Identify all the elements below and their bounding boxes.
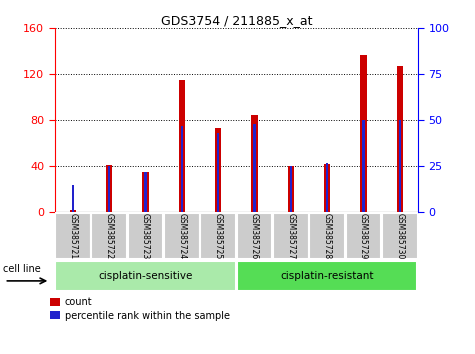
Bar [144,172,147,212]
Bar [180,126,183,212]
FancyBboxPatch shape [346,213,381,259]
FancyBboxPatch shape [55,213,91,259]
Text: GSM385725: GSM385725 [214,213,223,259]
Bar [397,66,403,212]
Text: GSM385721: GSM385721 [68,213,77,259]
Text: GSM385727: GSM385727 [286,213,295,259]
FancyBboxPatch shape [164,213,200,259]
Text: cell line: cell line [3,264,40,274]
Title: GDS3754 / 211885_x_at: GDS3754 / 211885_x_at [161,14,312,27]
Text: GSM385726: GSM385726 [250,213,259,259]
Bar [106,165,113,212]
FancyBboxPatch shape [91,213,127,259]
Text: cisplatin-resistant: cisplatin-resistant [280,271,374,281]
Text: GSM385730: GSM385730 [395,213,404,259]
Bar [324,164,331,212]
FancyBboxPatch shape [128,213,163,259]
Bar [251,115,258,212]
Text: cisplatin-sensitive: cisplatin-sensitive [98,271,193,281]
Legend: count, percentile rank within the sample: count, percentile rank within the sample [50,297,229,321]
Bar [108,166,110,212]
FancyBboxPatch shape [237,213,272,259]
Bar [69,210,76,212]
FancyBboxPatch shape [56,262,236,291]
Bar [326,163,328,212]
FancyBboxPatch shape [382,213,418,259]
Bar [362,120,365,212]
Bar [290,166,292,212]
FancyBboxPatch shape [273,213,309,259]
Bar [179,80,185,212]
Text: GSM385724: GSM385724 [177,213,186,259]
Bar [287,166,294,212]
Bar [217,133,219,212]
Bar [399,120,401,212]
Bar [72,185,74,212]
Text: GSM385728: GSM385728 [323,213,332,259]
Bar [253,124,256,212]
Bar [142,172,149,212]
FancyBboxPatch shape [200,213,236,259]
Bar [360,55,367,212]
FancyBboxPatch shape [237,262,417,291]
FancyBboxPatch shape [309,213,345,259]
Bar [215,129,221,212]
Text: GSM385729: GSM385729 [359,213,368,259]
Text: GSM385723: GSM385723 [141,213,150,259]
Text: GSM385722: GSM385722 [104,213,114,259]
